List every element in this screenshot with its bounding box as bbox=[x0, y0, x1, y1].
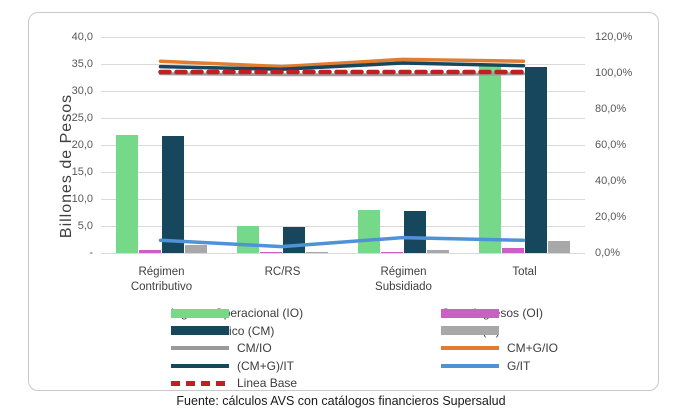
legend-marker-bar bbox=[171, 308, 229, 318]
bar-ingreso-operacional-io- bbox=[357, 210, 380, 253]
gridline bbox=[101, 91, 585, 92]
left-axis-tick-label: 30,0 bbox=[71, 85, 93, 97]
legend-marker-bar bbox=[171, 326, 229, 335]
left-axis-tick-label: 15,0 bbox=[71, 166, 93, 178]
legend-item: Ingreso Operacional (IO) bbox=[171, 305, 303, 321]
bar-gastos-g- bbox=[184, 245, 207, 253]
bar-ingreso-operacional-io- bbox=[236, 226, 259, 253]
source-note: Fuente: cálculos AVS con catálogos finan… bbox=[176, 394, 506, 408]
legend-item: G/IT bbox=[441, 358, 530, 374]
right-axis-tick-label: 100,0% bbox=[595, 67, 633, 79]
legend-marker-bar bbox=[441, 326, 499, 335]
left-axis-tick-label: - bbox=[89, 247, 93, 259]
legend-item: Costo medico (CM) bbox=[171, 323, 274, 339]
right-axis-tick-label: 20,0% bbox=[595, 211, 627, 223]
left-axis-tick-label: 10,0 bbox=[71, 193, 93, 205]
left-axis-tick-label: 35,0 bbox=[71, 58, 93, 70]
legend-label: CM/IO bbox=[237, 341, 272, 355]
legend-label: G/IT bbox=[507, 358, 531, 373]
bar-gastos-g- bbox=[305, 251, 328, 253]
gridline bbox=[101, 145, 585, 146]
left-axis-tick-label: 5,0 bbox=[77, 220, 93, 232]
legend-label: CM+G/IO bbox=[507, 341, 559, 355]
right-axis-tick-label: 60,0% bbox=[595, 139, 627, 151]
chart-card: Billones de Pesos -5,0 10,0 15,0 20,0 25,0 30… bbox=[28, 12, 659, 391]
bar-otros-ingresos-oi- bbox=[501, 247, 524, 253]
gridline bbox=[101, 172, 585, 173]
legend-label: (CM+G)/IT bbox=[237, 358, 294, 373]
gridline bbox=[101, 64, 585, 65]
bar-costo-medico-cm- bbox=[161, 135, 184, 253]
bar-ingreso-operacional-io- bbox=[478, 65, 501, 253]
category-label: Régimen Contributivo bbox=[130, 266, 193, 293]
right-axis-tick-label: 40,0% bbox=[595, 175, 627, 187]
bar-otros-ingresos-oi- bbox=[380, 252, 403, 253]
legend-marker-line bbox=[441, 363, 499, 368]
gridline bbox=[101, 37, 585, 38]
gridline bbox=[101, 118, 585, 119]
legend-item: Otros ingresos (OI) bbox=[441, 305, 543, 321]
legend-item: (CM+G)/IT bbox=[171, 358, 294, 374]
legend-item: Linea Base bbox=[171, 375, 297, 391]
legend-item: CM+G/IO bbox=[441, 340, 558, 356]
right-axis-tick-label: 120,0% bbox=[595, 31, 633, 43]
bar-costo-medico-cm- bbox=[524, 67, 547, 253]
gridline bbox=[101, 199, 585, 200]
bar-costo-medico-cm- bbox=[282, 226, 305, 253]
category-label: Régimen Subsidiado bbox=[375, 266, 432, 293]
bar-gastos-g- bbox=[426, 249, 449, 253]
legend-marker-line bbox=[171, 346, 229, 350]
legend-marker-bar bbox=[441, 308, 499, 318]
gridline bbox=[101, 226, 585, 227]
left-axis-tick-label: 20,0 bbox=[71, 139, 93, 151]
category-label: RC/RS bbox=[264, 266, 301, 278]
bar-costo-medico-cm- bbox=[403, 210, 426, 253]
left-axis-tick-label: 40,0 bbox=[71, 31, 93, 43]
gridline bbox=[101, 253, 585, 254]
legend-item: CM/IO bbox=[171, 340, 272, 356]
bar-ingreso-operacional-io- bbox=[115, 135, 138, 253]
legend-marker-dashed bbox=[171, 380, 229, 386]
category-label: Total bbox=[512, 266, 537, 278]
bar-gastos-g- bbox=[547, 241, 570, 253]
bar-otros-ingresos-oi- bbox=[138, 250, 161, 253]
left-axis-tick-label: 25,0 bbox=[71, 112, 93, 124]
legend-item: Gastos (G) bbox=[441, 323, 500, 339]
legend-label: Linea Base bbox=[237, 376, 298, 390]
legend-marker-line bbox=[441, 346, 499, 350]
bar-otros-ingresos-oi- bbox=[259, 252, 282, 253]
right-axis-tick-label: 0,0% bbox=[595, 247, 621, 259]
legend-marker-line bbox=[171, 363, 229, 368]
right-axis-tick-label: 80,0% bbox=[595, 103, 627, 115]
